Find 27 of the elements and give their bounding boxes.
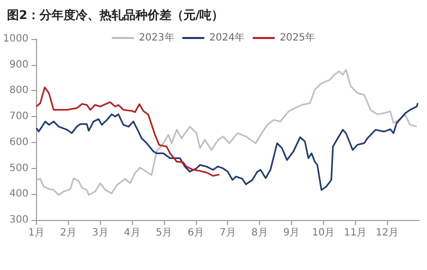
x-tick-label: 7月 — [220, 228, 236, 238]
y-tick-label: 800 — [9, 85, 28, 96]
line-series — [36, 86, 220, 177]
y-tick-label: 900 — [9, 59, 28, 70]
x-tick-label: 3月 — [92, 228, 108, 238]
line-series — [36, 68, 418, 196]
y-tick-label: 700 — [9, 111, 28, 122]
y-tick-label: 300 — [9, 214, 28, 226]
legend-label: 2023年 — [138, 32, 174, 44]
x-tick-label: 5月 — [156, 228, 172, 238]
legend-label: 2025年 — [280, 32, 316, 44]
chart-title: 图2：分年度冷、热轧品种价差（元/吨） — [7, 8, 224, 22]
x-tick-label: 9月 — [283, 228, 300, 238]
x-tick-label: 8月 — [251, 228, 268, 238]
y-tick-label: 500 — [9, 162, 28, 174]
x-tick-label: 4月 — [124, 228, 140, 238]
x-tick-label: 1月 — [28, 228, 45, 238]
x-tick-label: 10月 — [312, 228, 335, 238]
x-tick-label: 11月 — [344, 228, 367, 238]
line-series — [36, 102, 419, 191]
y-tick-label: 600 — [9, 136, 28, 148]
legend-label: 2024年 — [209, 32, 245, 44]
y-tick-label: 1000 — [2, 34, 28, 44]
x-tick-label: 2月 — [60, 228, 77, 238]
x-tick-label: 12月 — [376, 228, 398, 238]
y-tick-label: 400 — [9, 188, 28, 200]
x-tick-label: 6月 — [188, 228, 204, 238]
